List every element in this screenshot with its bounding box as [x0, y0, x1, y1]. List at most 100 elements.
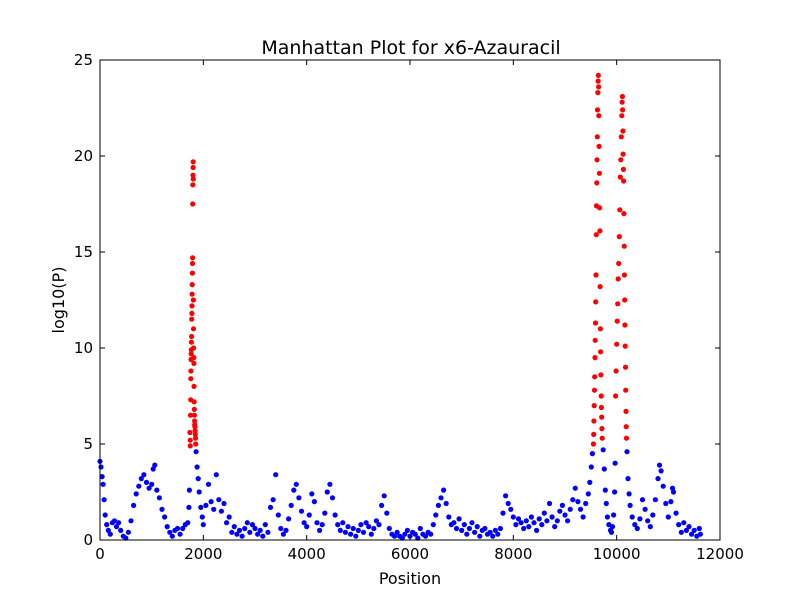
- data-point: [296, 495, 302, 501]
- data-point: [549, 514, 555, 520]
- data-point: [612, 489, 618, 495]
- data-point: [608, 529, 615, 535]
- data-point: [399, 535, 405, 541]
- data-point: [696, 525, 702, 532]
- data-point: [350, 525, 356, 532]
- data-point: [319, 522, 325, 528]
- data-point: [116, 520, 122, 526]
- data-point: [146, 485, 152, 491]
- data-point: [490, 533, 496, 539]
- chart-title: Manhattan Plot for x6-Azauracil: [261, 37, 560, 59]
- data-point: [236, 527, 243, 534]
- data-point: [531, 520, 537, 526]
- data-point: [311, 499, 317, 505]
- data-point: [619, 99, 625, 105]
- data-point: [676, 522, 682, 528]
- data-point: [337, 527, 343, 534]
- data-point: [162, 514, 168, 520]
- data-point: [665, 514, 671, 520]
- data-point: [650, 512, 656, 518]
- data-point: [620, 151, 626, 157]
- data-point: [623, 435, 630, 441]
- data-point: [620, 128, 626, 134]
- data-point: [280, 531, 286, 537]
- data-point: [381, 493, 387, 499]
- data-point: [190, 176, 196, 182]
- data-point: [559, 502, 566, 508]
- data-point: [136, 483, 142, 489]
- data-point: [174, 525, 181, 532]
- data-point: [180, 525, 186, 532]
- data-point: [149, 481, 155, 487]
- data-point: [495, 531, 501, 537]
- data-point: [98, 464, 104, 470]
- data-point: [190, 164, 196, 171]
- data-point: [185, 520, 191, 526]
- data-point: [332, 512, 338, 518]
- data-point: [446, 514, 452, 520]
- data-point: [265, 529, 271, 535]
- x-tick-label: 2000: [184, 545, 222, 563]
- data-point: [189, 282, 195, 288]
- data-point: [443, 500, 449, 507]
- data-point: [583, 500, 589, 507]
- data-point: [625, 476, 631, 482]
- data-point: [595, 78, 601, 84]
- data-point: [670, 489, 677, 495]
- data-point: [221, 500, 227, 507]
- data-point: [309, 491, 315, 497]
- data-point: [128, 518, 134, 524]
- data-point: [195, 476, 201, 482]
- data-point: [255, 531, 261, 537]
- data-point: [487, 529, 493, 535]
- data-point: [597, 284, 603, 290]
- data-point: [190, 201, 196, 207]
- y-tick-label: 20: [74, 147, 93, 165]
- data-point: [203, 502, 209, 508]
- data-point: [614, 318, 620, 324]
- x-tick-label: 6000: [391, 545, 429, 563]
- data-point: [113, 524, 120, 530]
- data-point: [618, 157, 624, 163]
- data-point: [627, 502, 633, 508]
- data-point: [621, 178, 627, 184]
- data-point: [652, 497, 659, 503]
- data-point: [314, 520, 320, 526]
- data-point: [620, 107, 626, 113]
- data-point: [257, 527, 263, 534]
- data-point: [686, 524, 692, 530]
- data-point: [322, 510, 328, 516]
- data-point: [353, 533, 359, 539]
- data-point: [99, 474, 105, 480]
- data-point: [394, 529, 400, 535]
- data-point: [554, 518, 560, 524]
- data-point: [156, 495, 162, 501]
- data-point: [191, 383, 197, 389]
- data-point: [104, 522, 110, 528]
- data-point: [192, 428, 198, 434]
- data-point: [575, 499, 581, 505]
- data-point: [668, 499, 674, 505]
- data-point: [355, 527, 361, 534]
- data-point: [198, 504, 204, 510]
- data-point: [189, 333, 195, 340]
- data-point: [544, 518, 550, 524]
- data-point: [317, 527, 323, 534]
- data-point: [306, 512, 312, 518]
- data-point: [205, 481, 212, 487]
- data-point: [617, 207, 623, 213]
- data-point: [138, 476, 144, 482]
- data-point: [615, 276, 621, 282]
- data-point: [430, 522, 436, 528]
- data-point: [588, 464, 594, 470]
- data-point: [187, 437, 193, 443]
- data-point: [655, 476, 661, 482]
- y-tick-label: 10: [74, 339, 93, 357]
- data-point: [621, 272, 628, 278]
- data-point: [595, 72, 601, 78]
- data-point: [348, 531, 354, 537]
- data-point: [340, 520, 346, 526]
- data-point: [459, 527, 465, 534]
- data-point: [466, 525, 472, 532]
